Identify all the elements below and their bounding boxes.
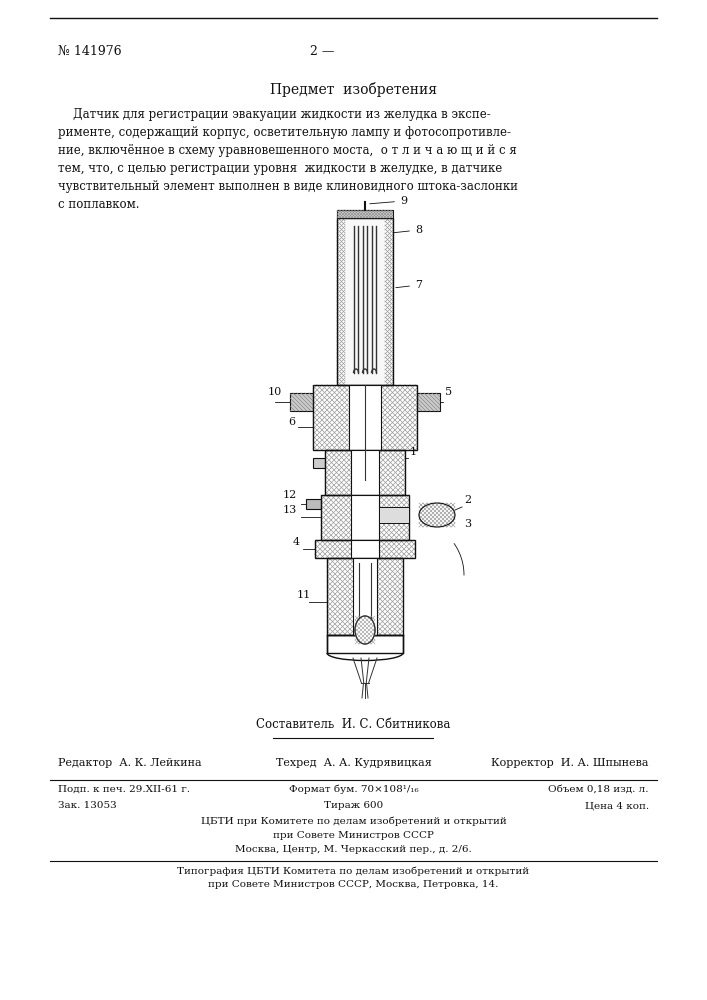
Bar	[315, 540, 415, 558]
Text: 9: 9	[370, 196, 407, 206]
Bar	[351, 450, 379, 495]
Text: при Совете Министров СССР: при Совете Министров СССР	[273, 831, 434, 840]
Text: при Совете Министров СССР, Москва, Петровка, 14.: при Совете Министров СССР, Москва, Петро…	[209, 880, 498, 889]
Text: 10: 10	[268, 387, 282, 397]
Text: Корректор  И. А. Шпынева: Корректор И. А. Шпынева	[491, 758, 649, 768]
Bar	[306, 499, 321, 509]
Text: 2 —: 2 —	[310, 45, 334, 58]
Text: 2: 2	[464, 495, 471, 505]
Text: Москва, Центр, М. Черкасский пер., д. 2/6.: Москва, Центр, М. Черкасский пер., д. 2/…	[235, 845, 472, 854]
Text: Предмет  изобретения: Предмет изобретения	[270, 82, 437, 97]
Text: Техред  А. А. Кудрявицкая: Техред А. А. Кудрявицкая	[276, 758, 431, 768]
Text: 13: 13	[283, 505, 297, 515]
Text: Редактор  А. К. Лейкина: Редактор А. К. Лейкина	[58, 758, 201, 768]
Text: 1: 1	[410, 447, 417, 457]
Ellipse shape	[355, 616, 375, 644]
Text: с поплавком.: с поплавком.	[58, 198, 139, 211]
Bar	[337, 210, 393, 218]
Text: 4: 4	[293, 537, 300, 547]
Bar	[313, 385, 417, 450]
Text: 3: 3	[464, 519, 471, 529]
Bar	[351, 495, 379, 540]
Text: Составитель  И. С. Сбитникова: Составитель И. С. Сбитникова	[257, 718, 450, 731]
Bar	[345, 218, 385, 385]
Bar	[327, 558, 403, 635]
Text: 7: 7	[396, 280, 422, 290]
Text: Зак. 13053: Зак. 13053	[58, 801, 117, 810]
Text: Датчик для регистрации эвакуации жидкости из желудка в экспе-: Датчик для регистрации эвакуации жидкост…	[58, 108, 491, 121]
Text: 6: 6	[288, 417, 295, 427]
Text: Объем 0,18 изд. л.: Объем 0,18 изд. л.	[549, 785, 649, 794]
Text: Тираж 600: Тираж 600	[324, 801, 383, 810]
Bar	[327, 635, 403, 653]
Text: ние, включённое в схему уравновешенного моста,  о т л и ч а ю щ и й с я: ние, включённое в схему уравновешенного …	[58, 144, 517, 157]
Text: Подп. к печ. 29.XII-61 г.: Подп. к печ. 29.XII-61 г.	[58, 785, 190, 794]
Bar	[353, 558, 377, 635]
Text: Типография ЦБТИ Комитета по делам изобретений и открытий: Типография ЦБТИ Комитета по делам изобре…	[177, 866, 530, 876]
Text: тем, что, с целью регистрации уровня  жидкости в желудке, в датчике: тем, что, с целью регистрации уровня жид…	[58, 162, 502, 175]
Bar	[417, 393, 440, 411]
Bar	[349, 385, 381, 450]
Text: чувствительный элемент выполнен в виде клиновидного штока-заслонки: чувствительный элемент выполнен в виде к…	[58, 180, 518, 193]
Bar	[321, 495, 409, 540]
Text: ЦБТИ при Комитете по делам изобретений и открытий: ЦБТИ при Комитете по делам изобретений и…	[201, 817, 506, 826]
Text: Формат бум. 70×108¹/₁₆: Формат бум. 70×108¹/₁₆	[288, 785, 419, 794]
Bar	[337, 218, 393, 385]
Text: 11: 11	[297, 590, 311, 600]
Text: рименте, содержащий корпус, осветительную лампу и фотосопротивле-: рименте, содержащий корпус, осветительну…	[58, 126, 511, 139]
Text: 5: 5	[445, 387, 452, 397]
Bar	[379, 507, 409, 523]
Bar	[313, 458, 325, 468]
Bar	[351, 540, 379, 558]
Text: № 141976: № 141976	[58, 45, 122, 58]
Text: 8: 8	[394, 225, 422, 235]
Text: Цена 4 коп.: Цена 4 коп.	[585, 801, 649, 810]
Bar	[290, 393, 313, 411]
Text: 12: 12	[283, 490, 297, 500]
Bar	[325, 450, 405, 495]
